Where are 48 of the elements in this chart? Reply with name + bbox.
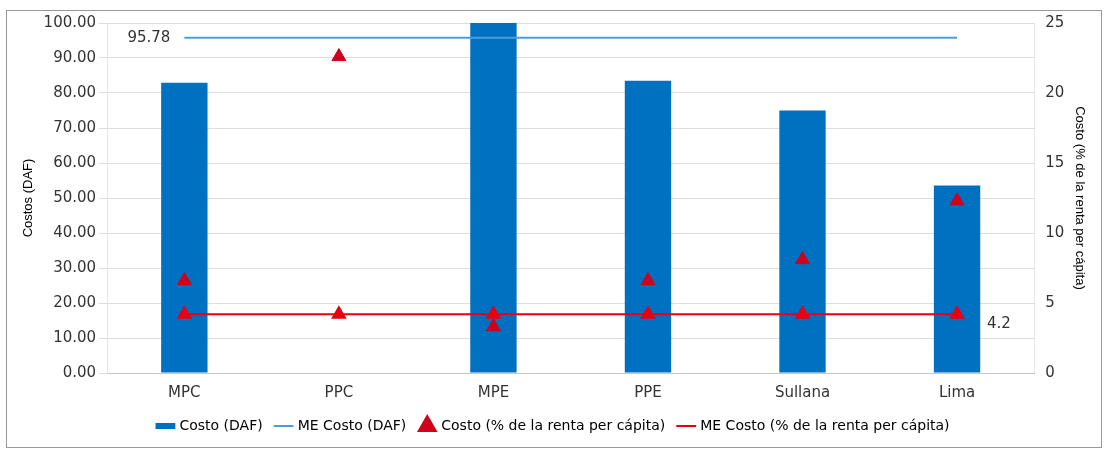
bar <box>470 23 517 373</box>
point <box>331 306 346 319</box>
point <box>486 318 501 332</box>
x-tick-label: MPE <box>477 382 510 401</box>
x-tick-label: PPE <box>634 382 662 401</box>
point <box>177 306 192 319</box>
legend-label: ME Costo (% de la renta per cápita) <box>700 416 950 433</box>
x-tick-label: MPC <box>168 382 201 401</box>
y-axis-title: Costos (DAF) <box>20 158 36 238</box>
y-tick-label: 30.00 <box>53 257 97 276</box>
data-label: 4.2 <box>987 314 1011 333</box>
legend-label: Costo (% de la renta per cápita) <box>441 416 666 433</box>
x-tick-label: PPC <box>324 382 354 401</box>
y-tick-label: 100.00 <box>43 12 97 31</box>
y2-tick-label: 0 <box>1045 362 1055 381</box>
bar <box>624 80 672 373</box>
bar <box>161 82 208 373</box>
y-tick-label: 20.00 <box>53 292 97 311</box>
bar <box>779 110 826 373</box>
point <box>949 192 965 206</box>
point <box>640 272 656 286</box>
y2-tick-label: 15 <box>1045 152 1065 171</box>
point <box>795 306 810 319</box>
x-tick-label: Sullana <box>774 382 831 401</box>
y2-tick-label: 25 <box>1045 12 1065 31</box>
point <box>486 306 501 319</box>
y-tick-label: 50.00 <box>53 187 97 206</box>
y2-tick-label: 5 <box>1045 292 1055 311</box>
point <box>795 251 810 265</box>
point <box>640 306 656 319</box>
bar <box>933 185 981 373</box>
y-tick-label: 70.00 <box>53 117 97 136</box>
y-tick-label: 0.00 <box>62 362 97 381</box>
y-tick-label: 90.00 <box>53 47 97 66</box>
y-tick-label: 80.00 <box>53 82 97 101</box>
y-tick-label: 10.00 <box>53 327 97 346</box>
y-tick-label: 40.00 <box>53 222 97 241</box>
legend-label: Costo (DAF) <box>179 416 263 433</box>
y2-tick-label: 10 <box>1045 222 1065 241</box>
y-tick-label: 60.00 <box>53 152 97 171</box>
point <box>331 48 347 62</box>
point <box>949 306 965 319</box>
x-tick-label: Lima <box>938 382 976 401</box>
legend-label: ME Costo (DAF) <box>297 416 407 433</box>
point <box>176 272 192 286</box>
y2-axis-title: Costo (% de la renta per cápita) <box>1072 106 1088 290</box>
data-label: 95.78 <box>127 27 171 46</box>
y2-tick-label: 20 <box>1045 82 1065 101</box>
